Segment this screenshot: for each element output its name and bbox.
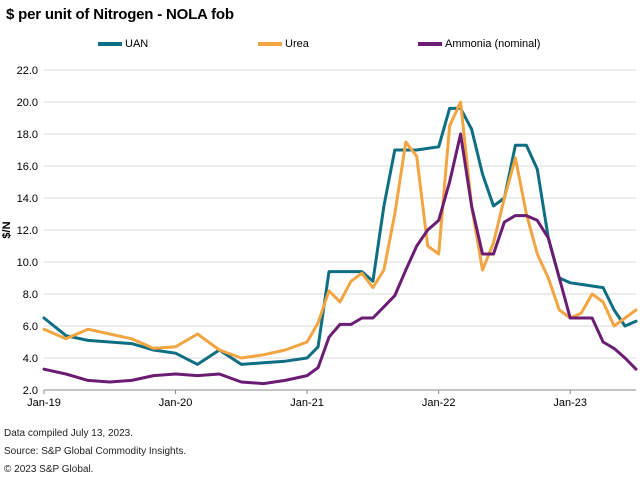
y-tick-label: 8.0 [23, 289, 38, 301]
y-tick-label: 6.0 [23, 321, 38, 333]
y-tick-label: 12.0 [17, 225, 38, 237]
y-axis-label: $/N [1, 221, 13, 238]
footer-note-copyright: © 2023 S&P Global. [4, 464, 94, 475]
footer-note-source: Source: S&P Global Commodity Insights. [4, 446, 187, 457]
y-tick-label: 18.0 [17, 129, 38, 141]
y-tick-label: 14.0 [17, 193, 38, 205]
y-tick-label: 20.0 [17, 97, 38, 109]
y-tick-label: 2.0 [23, 385, 38, 397]
y-axis-ticks: 2.0 4.0 6.0 8.0 10.0 12.0 14.0 16.0 18.0 20.0 22.0 [17, 65, 38, 397]
x-tick-label: Jan-23 [553, 397, 587, 409]
legend-item-uan: UAN [98, 38, 148, 50]
legend-swatch-ammonia [418, 42, 442, 46]
y-tick-label: 22.0 [17, 65, 38, 77]
series-line-ammonia-nominal [42, 132, 638, 386]
chart-title: $ per unit of Nitrogen - NOLA fob [6, 6, 234, 23]
y-tick-label: 4.0 [23, 353, 38, 365]
gridlines [44, 69, 636, 359]
x-tick-label: Jan-21 [290, 397, 324, 409]
series-line-urea [42, 100, 638, 360]
legend-swatch-urea [258, 42, 282, 46]
x-tick-label: Jan-19 [27, 397, 61, 409]
legend-item-ammonia: Ammonia (nominal) [418, 38, 540, 50]
x-tick-label: Jan-22 [422, 397, 456, 409]
legend: UAN Urea Ammonia (nominal) [0, 38, 640, 54]
x-axis-ticks: Jan-19 Jan-20 Jan-21 Jan-22 Jan-23 [27, 390, 587, 409]
legend-label-ammonia: Ammonia (nominal) [445, 38, 541, 50]
legend-swatch-uan [98, 42, 122, 46]
legend-label-urea: Urea [285, 38, 309, 50]
x-tick-label: Jan-20 [159, 397, 193, 409]
legend-item-urea: Urea [258, 38, 309, 50]
y-tick-label: 16.0 [17, 161, 38, 173]
series-lines [42, 100, 638, 386]
legend-label-uan: UAN [125, 38, 149, 50]
y-tick-label: 10.0 [17, 257, 38, 269]
footer-note-compiled: Data compiled July 13, 2023. [4, 428, 133, 439]
